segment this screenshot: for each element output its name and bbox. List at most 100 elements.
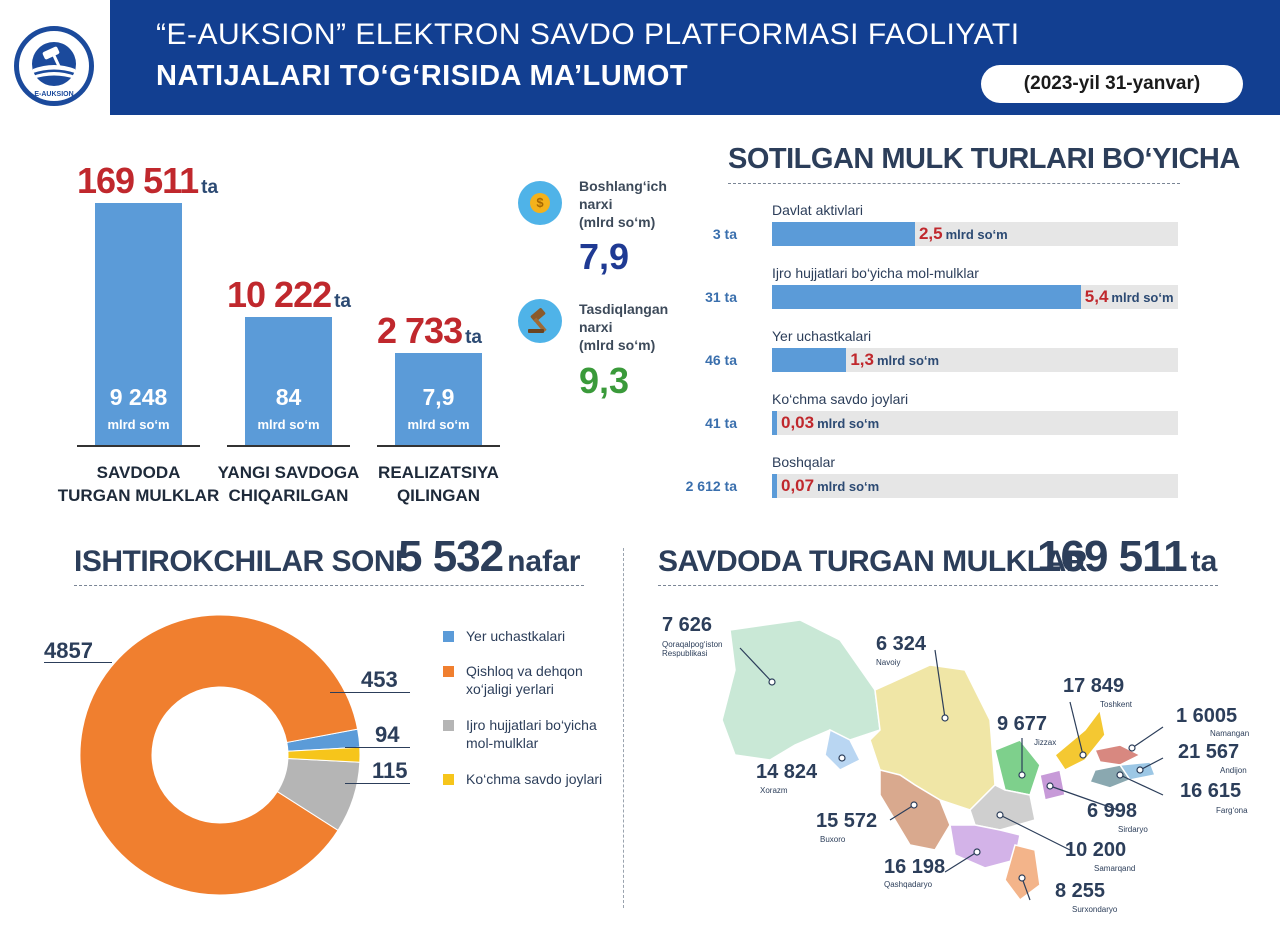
legend-line: mol-mulklar <box>466 735 539 751</box>
donut-label-2: 453 <box>361 667 398 692</box>
hbar-count-0: 3 ta <box>712 226 737 242</box>
bar-count-unit: ta <box>465 327 482 349</box>
bar-category-0: SAVDODA TURGAN MULKLAR <box>35 461 242 507</box>
region-value-andijon: 21 567 <box>1178 741 1240 763</box>
hbar-label-0: Davlat aktivlari <box>772 202 864 218</box>
gavel-icon <box>518 299 562 343</box>
logo-text: E-AUKSION <box>34 91 74 98</box>
region-toshkent <box>1054 708 1106 771</box>
region-value-toshkent: 17 849 <box>1063 675 1125 697</box>
participants-donut-chart <box>79 614 361 896</box>
hbar-value-1: 5,4 mlrd so‘m <box>1085 285 1174 310</box>
region-buxoro <box>879 769 951 851</box>
donut-label-0: 115 <box>372 758 408 783</box>
bar-count-number: 169 511 <box>77 160 199 201</box>
region-name-qoraqalpogiston: Qoraqalpog‘iston Respublikasi <box>662 640 723 658</box>
bar-category-line: SAVDODA <box>96 463 181 482</box>
donut-leader-2 <box>330 692 410 693</box>
legend-swatch-3 <box>443 774 454 785</box>
region-value-qashqadaryo: 16 198 <box>884 856 946 878</box>
e-auksion-logo: E-AUKSION <box>14 26 94 106</box>
hbar-count-2: 46 ta <box>705 352 737 368</box>
logo-area: E-AUKSION <box>0 0 110 115</box>
title-underline <box>728 183 1180 184</box>
bar-value-unit-1: mlrd so‘m <box>257 417 320 432</box>
bar-baseline <box>227 445 350 447</box>
legend-label-2: Ijro hujjatlari bo‘yicha mol-mulklar <box>466 716 597 752</box>
hbar-value-number: 2,5 <box>918 224 943 243</box>
hbar-fill-3 <box>772 411 777 435</box>
hbar-value-unit: mlrd so‘m <box>945 227 1008 242</box>
legend-line: Qishloq va dehqon <box>466 663 583 679</box>
participants-total: 5 532 nafar <box>398 532 581 581</box>
hbar-value-2: 1,3 mlrd so‘m <box>850 348 939 373</box>
bar-value-0: 9 248 <box>109 384 168 410</box>
hbar-fill-1 <box>772 285 1081 309</box>
header-title-line1: “E-AUKSION” ELEKTRON SAVDO PLATFORMASI F… <box>156 18 1020 51</box>
hbar-value-number: 1,3 <box>850 350 874 369</box>
property-types-title: SOTILGAN MULK TURLARI BO‘YICHA <box>728 143 1240 175</box>
region-name-surxondaryo: Surxondaryo <box>1072 905 1118 914</box>
hbar-value-number: 0,07 <box>781 476 815 495</box>
hbar-count-4: 2 612 ta <box>685 478 737 494</box>
bar-category-1: YANGI SAVDOGA CHIQARILGAN <box>185 461 392 507</box>
bar-count-number: 2 733 <box>377 310 463 352</box>
bar-count-1: 10 222 ta <box>227 274 351 316</box>
region-value-surxondaryo: 8 255 <box>1055 880 1106 902</box>
hbar-fill-0 <box>772 222 915 246</box>
region-fargona <box>1088 764 1132 789</box>
map-underline <box>658 585 1218 586</box>
region-name-andijon: Andijon <box>1220 766 1247 775</box>
legend-line: Ijro hujjatlari bo‘yicha <box>466 717 597 733</box>
bar-category-line: CHIQARILGAN <box>228 486 349 505</box>
section-divider <box>623 548 624 908</box>
legend-line: xo‘jaligi yerlari <box>466 681 554 697</box>
hbar-value-unit: mlrd so‘m <box>876 353 940 368</box>
region-xorazm <box>824 728 862 771</box>
bar-0 <box>95 203 182 445</box>
region-name-buxoro: Buxoro <box>820 835 846 844</box>
hbar-value-number: 5,4 <box>1084 287 1109 306</box>
start-price-label: Boshlang‘ich narxi (mlrd so‘m) <box>579 178 667 230</box>
legend-line: Ko‘chma savdo joylari <box>466 771 603 787</box>
hbar-track-4 <box>772 474 1178 498</box>
approved-price-label: Tasdiqlangan narxi (mlrd so‘m) <box>579 301 669 353</box>
region-name-jizzax: Jizzax <box>1034 738 1057 747</box>
region-value-qoraqalpogiston: 7 626 <box>662 614 713 636</box>
donut-leader-1 <box>44 662 112 663</box>
bar-category-line: YANGI SAVDOGA <box>217 463 360 482</box>
hbar-value-number: 0,03 <box>781 413 815 432</box>
hbar-value-0: 2,5 mlrd so‘m <box>919 222 1008 247</box>
region-name-samarqand: Samarqand <box>1094 864 1136 873</box>
hbar-value-4: 0,07 mlrd so‘m <box>781 474 879 499</box>
hbar-value-unit: mlrd so‘m <box>817 479 880 494</box>
hbar-count-3: 41 ta <box>705 415 737 431</box>
hbar-value-unit: mlrd so‘m <box>1111 290 1174 305</box>
date-badge: (2023-yil 31-yanvar) <box>981 65 1243 103</box>
donut-leader-3 <box>345 747 410 748</box>
properties-total: 169 511 ta <box>1037 532 1218 581</box>
region-value-namangan: 1 6005 <box>1176 705 1238 727</box>
bar-value-1: 84 <box>275 384 302 410</box>
region-value-sirdaryo: 6 998 <box>1087 800 1138 822</box>
region-value-samarqand: 10 200 <box>1065 839 1127 861</box>
bar-count-number: 10 222 <box>227 273 332 315</box>
bar-value-2: 7,9 <box>422 384 455 410</box>
bar-baseline <box>377 445 500 447</box>
region-namangan <box>1093 744 1142 766</box>
hbar-fill-2 <box>772 348 847 372</box>
hbar-label-1: Ijro hujjatlari bo‘yicha mol-mulklar <box>772 265 979 281</box>
properties-map-title: SAVDODA TURGAN MULKLAR <box>658 545 1087 578</box>
legend-line: Yer uchastkalari <box>466 628 566 644</box>
bar-2 <box>395 353 482 445</box>
donut-leader-0 <box>345 783 410 784</box>
donut-label-1: 4857 <box>44 638 93 663</box>
region-jizzax <box>994 739 1041 796</box>
coin-icon: $ <box>518 181 562 225</box>
hbar-value-unit: mlrd so‘m <box>817 416 880 431</box>
bar-value-unit-0: mlrd so‘m <box>107 417 170 432</box>
bar-baseline <box>77 445 200 447</box>
region-name-navoiy: Navoiy <box>876 658 901 667</box>
region-value-buxoro: 15 572 <box>816 810 878 832</box>
uzbekistan-map <box>721 619 1164 902</box>
